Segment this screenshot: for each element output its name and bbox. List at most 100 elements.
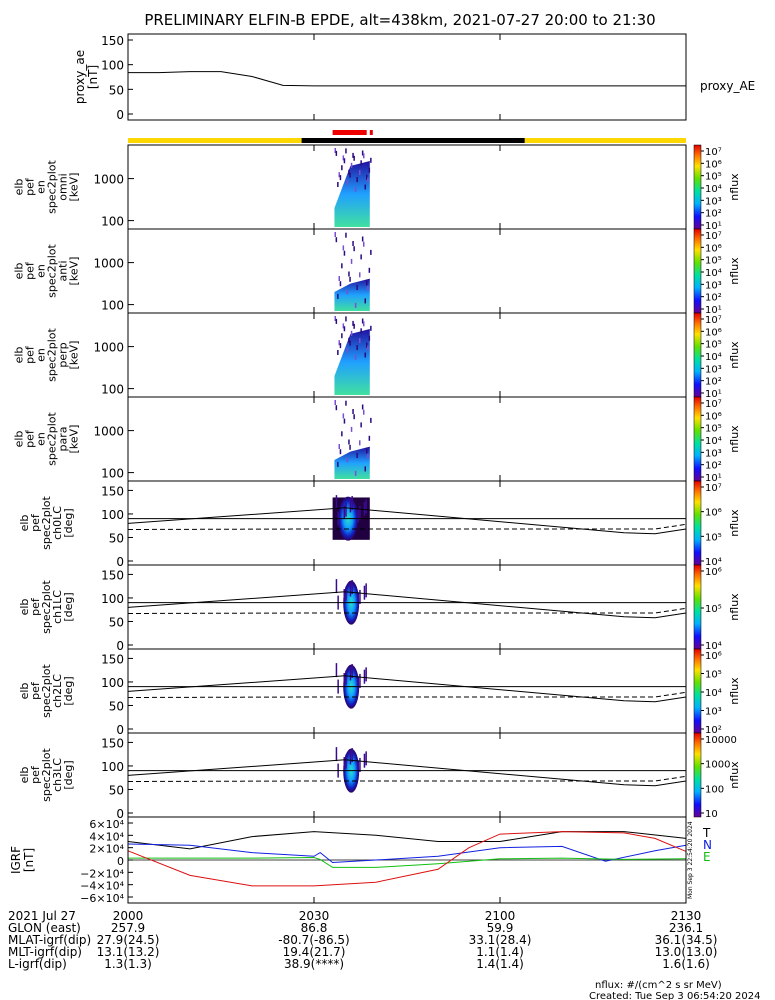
spectrogram-speck [350, 426, 353, 432]
spectrogram-speck [353, 246, 355, 252]
panel-frame [127, 480, 687, 566]
spectrogram-speck [341, 333, 343, 339]
y-axis-label-line: pef [29, 681, 42, 700]
y-tick-label: 100 [101, 59, 124, 73]
y-axis-label-line: spec2plot [46, 412, 59, 466]
y-tick-label: 0 [116, 108, 124, 122]
colorbar-tick-label: 10⁵ [705, 424, 722, 435]
spectrogram-speck [368, 435, 371, 441]
spectrogram-speck [367, 285, 369, 291]
loss-cone-line [127, 759, 687, 787]
pitch-speck [363, 585, 366, 600]
spectrogram-speck [339, 281, 342, 287]
colorbar-tick-label: 10² [705, 209, 722, 220]
xtable-value: 1.4(1.4) [476, 957, 524, 971]
spectrogram-speck [352, 320, 354, 326]
xtable-value: 2100 [485, 909, 516, 923]
y-axis-label-line: elb [18, 515, 31, 532]
panel-frame [127, 732, 687, 818]
colorbar-tick-label: 10⁴ [705, 352, 722, 363]
colorbar-tick-label: 10¹ [705, 221, 722, 232]
spectrogram-speck [350, 258, 353, 264]
colorbar-label: nflux [728, 677, 741, 705]
y-axis-label-line: ch1LC [51, 590, 64, 624]
pitch-speck [365, 583, 367, 598]
y-axis-label-line: pef [29, 765, 42, 784]
spectrogram-speck [348, 169, 350, 175]
spectrogram-speck [364, 298, 366, 304]
xtable-value: 33.1(28.4) [469, 933, 532, 947]
orbit-bar-black [301, 138, 525, 143]
panel-frame [127, 33, 687, 121]
spectrogram-speck [341, 263, 343, 269]
colorbar-tick-label: 10⁷ [705, 483, 722, 494]
spectrogram-speck [335, 150, 338, 156]
xtable-value: 13.1(13.2) [97, 945, 160, 959]
y-axis-label-line: [deg] [62, 760, 75, 789]
y-tick-label: 1000 [93, 425, 124, 439]
colorbar-tick-label: 10⁵ [705, 604, 722, 615]
y-axis-label-line: omni [57, 173, 70, 200]
spectrogram-speck [354, 302, 357, 308]
colorbar-tick-label: 10⁴ [705, 184, 722, 195]
spectrogram-speck [337, 350, 339, 355]
spectrogram-speck [343, 326, 346, 332]
pitch-speck [345, 754, 347, 769]
spectrogram-speck [370, 249, 372, 255]
y-axis-label-line: ch2LC [51, 674, 64, 708]
spectrogram-speck [349, 276, 351, 282]
y-tick-label: 1000 [93, 173, 124, 187]
y-tick-label: 100 [101, 299, 124, 313]
xtable-value: 19.4(21.7) [283, 945, 346, 959]
y-tick-label: 100 [101, 592, 124, 606]
spectrogram-speck [335, 237, 338, 243]
colorbar-tick-label: 10⁷ [705, 399, 722, 410]
colorbar-tick-label: 10² [705, 725, 722, 736]
igrf-series-line [127, 831, 687, 887]
xtable-value: 86.8 [301, 921, 328, 935]
spectrogram-speck [353, 155, 355, 161]
y-axis-label-line: elb [18, 767, 31, 784]
spectrogram-speck [334, 148, 336, 153]
xtable-value: 59.9 [487, 921, 514, 935]
spectrogram-speck [341, 431, 343, 437]
pitch-speck [359, 757, 361, 772]
xtable-value: 236.1 [669, 921, 703, 935]
y-tick-label: 0 [116, 555, 124, 569]
y-tick-label: 150 [101, 568, 124, 582]
spectrogram-speck [361, 150, 364, 156]
colorbar-tick-label: 10⁵ [705, 670, 722, 681]
pitch-speck [365, 667, 367, 682]
pitch-speck [363, 753, 366, 768]
anti-loss-cone-line [127, 691, 687, 698]
pitch-speck [349, 750, 352, 765]
xtable-value: 1.1(1.4) [476, 945, 524, 959]
spectrogram-blob [334, 278, 370, 311]
orbit-bar-red [369, 130, 373, 135]
spectrogram-speck [346, 347, 349, 353]
pitch-speck [351, 748, 353, 763]
y-tick-label: 1000 [93, 257, 124, 271]
y-axis-label-line: en [35, 348, 48, 362]
y-axis-label-line: [keV] [68, 173, 81, 202]
y-axis-label-line: pef [29, 513, 42, 532]
y-axis-label-line: [nT] [86, 65, 100, 89]
spectrogram-speck [349, 172, 351, 178]
colorbar-tick-label: 10² [705, 461, 722, 472]
x-axis-table: 2021 Jul 27 2000 2030 2100 2130 GLON (east) 25… [8, 909, 717, 971]
xtable-value: 2000 [113, 909, 144, 923]
spectrogram-speck [360, 160, 362, 166]
pitch-speck [363, 501, 366, 516]
xtable-row-label: L-igrf(dip) [8, 957, 67, 971]
xtable-value: 27.9(24.5) [97, 933, 160, 947]
colorbar-tick-label: 10⁶ [705, 411, 722, 422]
y-axis-label-line: en [35, 264, 48, 278]
colorbar-tick-label: 10¹ [705, 389, 722, 400]
spectrogram-speck [370, 157, 372, 163]
colorbar-label: nflux [728, 341, 741, 369]
y-tick-label: 150 [101, 34, 124, 48]
